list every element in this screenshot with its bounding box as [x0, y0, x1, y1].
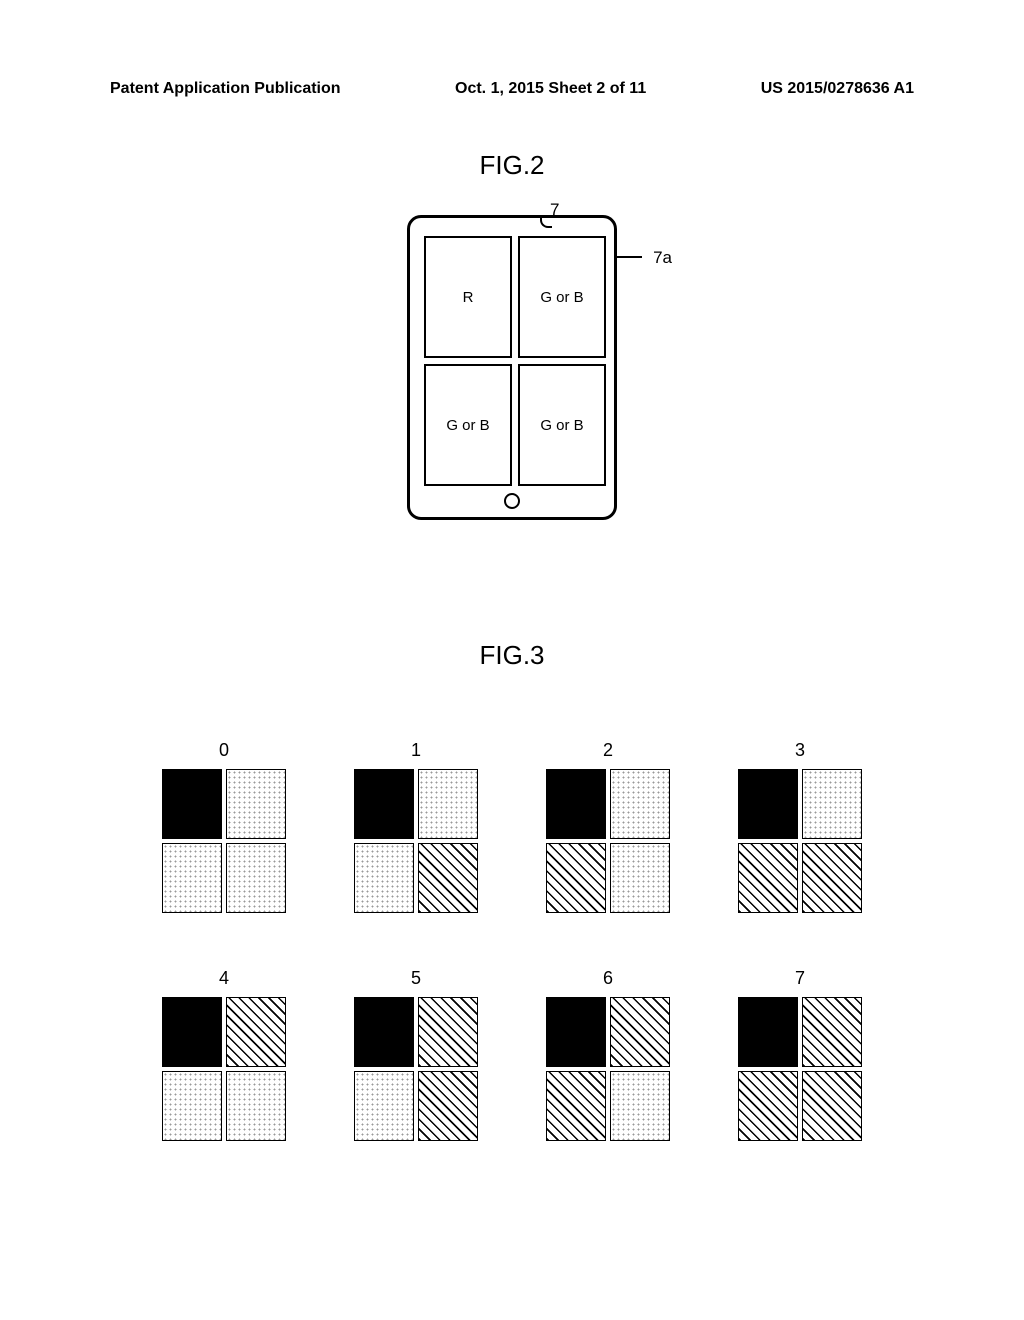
pattern-grid [546, 769, 670, 913]
fig3-row-bottom: 4 5 6 7 [162, 968, 862, 1141]
pattern-grid [738, 769, 862, 913]
cell-tr: G or B [518, 236, 606, 358]
pattern-cell [546, 1071, 606, 1141]
pattern-block-2: 2 [546, 740, 670, 913]
pattern-cell [610, 769, 670, 839]
pattern-cell [418, 1071, 478, 1141]
pattern-grid [546, 997, 670, 1141]
pattern-cell [418, 769, 478, 839]
pattern-block-7: 7 [738, 968, 862, 1141]
pattern-cell [610, 997, 670, 1067]
pattern-cell [162, 1071, 222, 1141]
pattern-cell [738, 1071, 798, 1141]
pattern-cell [738, 769, 798, 839]
pattern-cell [354, 843, 414, 913]
pattern-cell [610, 1071, 670, 1141]
pattern-block-5: 5 [354, 968, 478, 1141]
cell-bl: G or B [424, 364, 512, 486]
pattern-block-6: 6 [546, 968, 670, 1141]
fig3-row-top: 0 1 2 3 [162, 740, 862, 913]
pattern-cell [802, 997, 862, 1067]
callout-7: 7 [550, 200, 559, 220]
callout-7a: 7a [653, 248, 672, 268]
fig3: 0 1 2 3 4 5 6 7 [162, 740, 862, 1196]
callout-7a-line [614, 256, 642, 258]
pattern-block-4: 4 [162, 968, 286, 1141]
pattern-block-1: 1 [354, 740, 478, 913]
pattern-cell [738, 997, 798, 1067]
pattern-cell [354, 769, 414, 839]
pattern-grid [162, 997, 286, 1141]
cell-tl: R [424, 236, 512, 358]
pattern-label: 6 [603, 968, 613, 989]
fig3-title: FIG.3 [0, 640, 1024, 671]
fig2: 7 7a R G or B G or B G or B [407, 215, 617, 520]
pattern-grid [738, 997, 862, 1141]
fig2-title: FIG.2 [0, 150, 1024, 181]
pattern-grid [162, 769, 286, 913]
pattern-cell [226, 997, 286, 1067]
pattern-cell [546, 769, 606, 839]
pattern-block-0: 0 [162, 740, 286, 913]
pattern-label: 2 [603, 740, 613, 761]
pattern-label: 1 [411, 740, 421, 761]
screen-grid: R G or B G or B G or B [424, 236, 606, 486]
pattern-cell [226, 1071, 286, 1141]
pattern-cell [418, 997, 478, 1067]
pattern-label: 4 [219, 968, 229, 989]
pattern-label: 7 [795, 968, 805, 989]
pattern-cell [162, 843, 222, 913]
pattern-cell [226, 843, 286, 913]
pattern-cell [802, 1071, 862, 1141]
pattern-label: 5 [411, 968, 421, 989]
pattern-cell [546, 843, 606, 913]
page-header: Patent Application Publication Oct. 1, 2… [0, 80, 1024, 98]
pattern-block-3: 3 [738, 740, 862, 913]
pattern-cell [546, 997, 606, 1067]
pattern-label: 3 [795, 740, 805, 761]
pattern-cell [738, 843, 798, 913]
pattern-cell [354, 1071, 414, 1141]
pattern-cell [354, 997, 414, 1067]
pattern-label: 0 [219, 740, 229, 761]
pattern-cell [802, 843, 862, 913]
pattern-cell [162, 997, 222, 1067]
pattern-cell [802, 769, 862, 839]
pattern-cell [610, 843, 670, 913]
header-left: Patent Application Publication [110, 80, 341, 98]
pattern-cell [162, 769, 222, 839]
header-right: US 2015/0278636 A1 [761, 80, 914, 98]
pattern-grid [354, 997, 478, 1141]
header-center: Oct. 1, 2015 Sheet 2 of 11 [455, 80, 646, 98]
cell-br: G or B [518, 364, 606, 486]
pattern-cell [418, 843, 478, 913]
pattern-grid [354, 769, 478, 913]
pattern-cell [226, 769, 286, 839]
home-button-icon [504, 493, 520, 509]
device-outline: 7 7a R G or B G or B G or B [407, 215, 617, 520]
